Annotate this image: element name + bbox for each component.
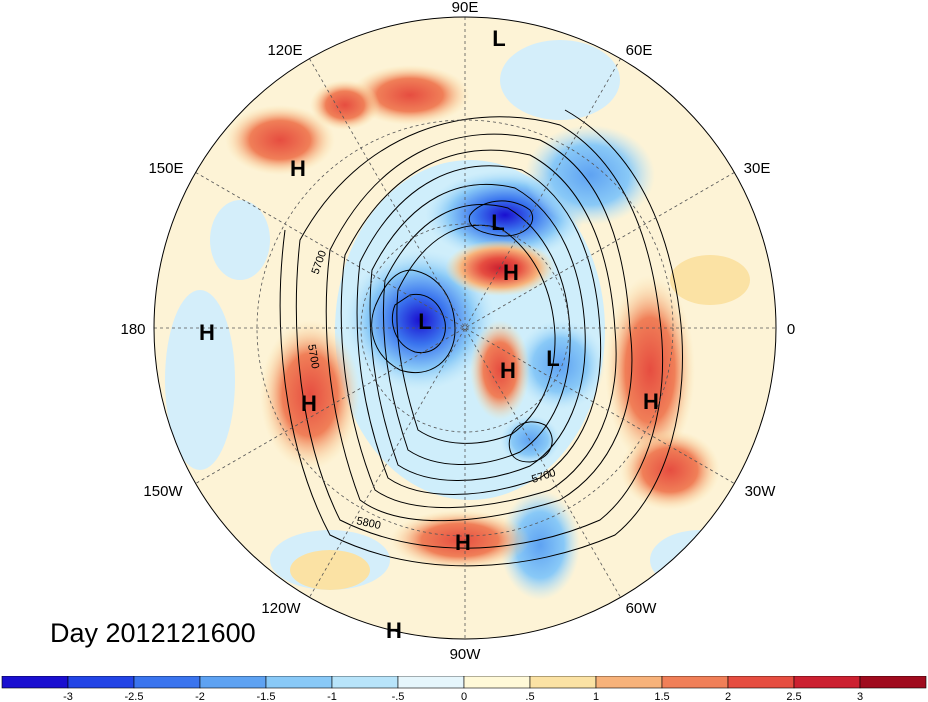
map-boundary bbox=[153, 16, 777, 640]
colorbar-labels: -3 -2.5 -2 -1.5 -1 -.5 0 .5 1 1.5 2 2.5 3 bbox=[63, 691, 863, 702]
lon-label-120e: 120E bbox=[267, 42, 302, 59]
colorbar-swatch bbox=[1, 676, 69, 689]
colorbar-swatch bbox=[331, 676, 399, 689]
lon-label-60w: 60W bbox=[626, 600, 658, 617]
contour-label: 5800 bbox=[355, 515, 381, 532]
colorbar-label: 3 bbox=[857, 691, 863, 702]
colorbar-swatch bbox=[199, 676, 267, 689]
colorbar-swatch bbox=[595, 676, 663, 689]
low-pressure-marker: L bbox=[491, 210, 504, 235]
lon-label-30e: 30E bbox=[744, 160, 771, 177]
high-pressure-marker: H bbox=[500, 358, 516, 383]
colorbar: -3 -2.5 -2 -1.5 -1 -.5 0 .5 1 1.5 2 2.5 3 bbox=[1, 676, 927, 702]
height-contours bbox=[279, 109, 683, 567]
date-title: Day 2012121600 bbox=[50, 618, 256, 648]
lon-label-120w: 120W bbox=[261, 600, 301, 617]
colorbar-label: -1 bbox=[327, 691, 337, 702]
colorbar-label: 1 bbox=[593, 691, 599, 702]
colorbar-swatch bbox=[661, 676, 729, 689]
colorbar-label: 0 bbox=[461, 691, 467, 702]
high-pressure-marker: H bbox=[301, 391, 317, 416]
contour-label: 5700 bbox=[305, 343, 321, 369]
colorbar-swatch bbox=[67, 676, 135, 689]
lon-label-180: 180 bbox=[120, 321, 145, 338]
colorbar-label: -3 bbox=[63, 691, 73, 702]
colorbar-swatch bbox=[265, 676, 333, 689]
colorbar-label: -2.5 bbox=[125, 691, 144, 702]
colorbar-label: -1.5 bbox=[257, 691, 276, 702]
high-pressure-marker: H bbox=[643, 389, 659, 414]
colorbar-label: 2 bbox=[725, 691, 731, 702]
colorbar-label: -.5 bbox=[392, 691, 405, 702]
high-pressure-marker: H bbox=[455, 530, 471, 555]
low-pressure-marker: L bbox=[546, 346, 559, 371]
colorbar-swatch bbox=[727, 676, 795, 689]
colorbar-label: -2 bbox=[195, 691, 205, 702]
low-pressure-marker: L bbox=[418, 309, 431, 334]
colorbar-label: 1.5 bbox=[654, 691, 669, 702]
lon-label-60e: 60E bbox=[626, 42, 653, 59]
high-pressure-marker: H bbox=[199, 320, 215, 345]
colorbar-swatches bbox=[1, 676, 927, 689]
high-pressure-marker: H bbox=[503, 260, 519, 285]
colorbar-label: .5 bbox=[525, 691, 534, 702]
colorbar-swatch bbox=[859, 676, 927, 689]
colorbar-swatch bbox=[397, 676, 465, 689]
colorbar-swatch bbox=[793, 676, 861, 689]
polar-stereographic-map: 90E 60E 120E 30E 150E 180 0 150W 30W 120… bbox=[120, 0, 795, 663]
longitude-labels: 90E 60E 120E 30E 150E 180 0 150W 30W 120… bbox=[120, 0, 795, 663]
lon-label-150e: 150E bbox=[148, 160, 183, 177]
lon-label-150w: 150W bbox=[143, 483, 183, 500]
lon-label-0: 0 bbox=[787, 321, 795, 338]
colorbar-swatch bbox=[463, 676, 531, 689]
high-pressure-marker: H bbox=[290, 156, 306, 181]
lon-label-90w: 90W bbox=[450, 646, 482, 663]
low-pressure-marker: L bbox=[492, 26, 505, 51]
lon-label-90e: 90E bbox=[452, 0, 479, 16]
lon-label-30w: 30W bbox=[745, 483, 777, 500]
graticule bbox=[154, 17, 776, 639]
low-pressure-marker: H bbox=[386, 618, 402, 643]
colorbar-swatch bbox=[133, 676, 201, 689]
colorbar-swatch bbox=[529, 676, 597, 689]
colorbar-label: 2.5 bbox=[786, 691, 801, 702]
pressure-system-markers: L H L H H L H L H H H H bbox=[199, 26, 659, 643]
